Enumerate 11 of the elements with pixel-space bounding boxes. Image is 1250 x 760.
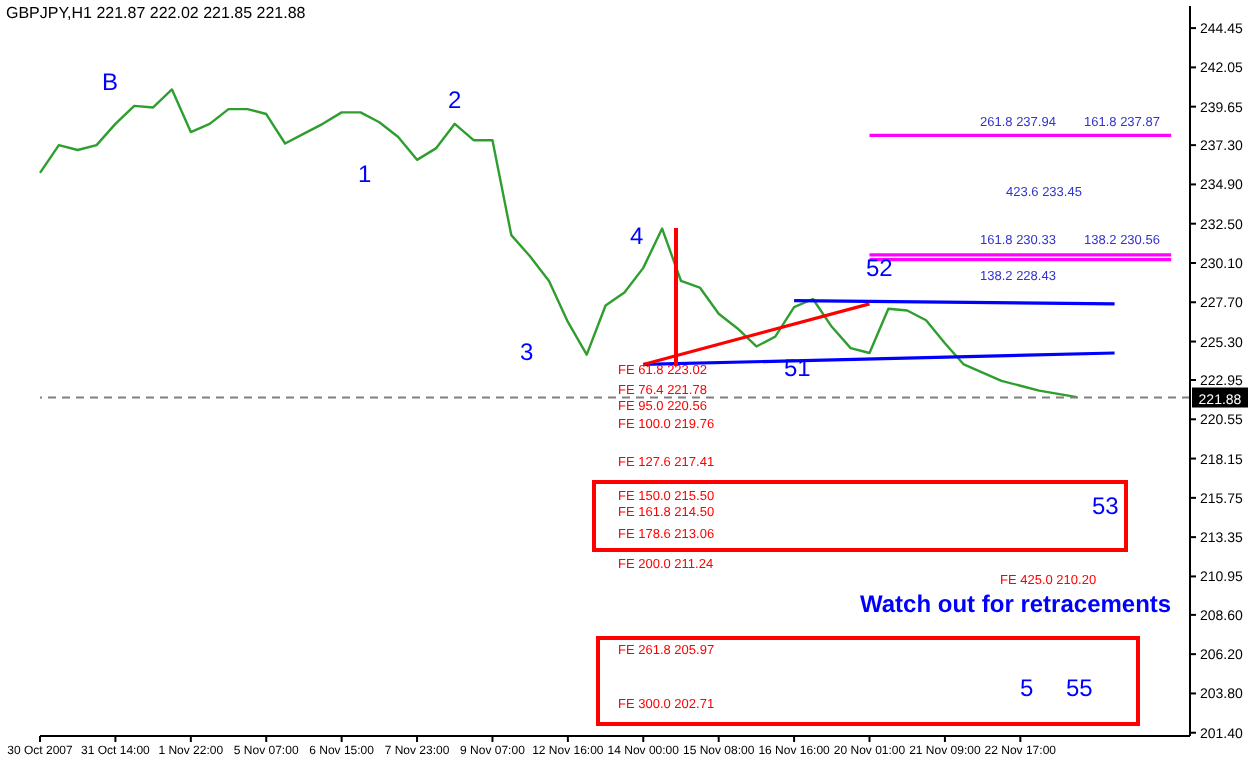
annotation: 3 — [520, 338, 534, 366]
annotation: 1 — [358, 160, 372, 188]
chart-title: GBPJPY,H1 221.87 222.02 221.85 221.88 — [6, 4, 306, 22]
annotation: B — [102, 68, 119, 96]
annotation: 4 — [630, 222, 644, 250]
annotation: 52 — [866, 254, 893, 282]
annotation: Watch out for retracements — [860, 590, 1172, 618]
annotation: 2 — [448, 86, 462, 114]
annotation: 55 — [1066, 674, 1093, 702]
annotation: 5 — [1020, 674, 1034, 702]
annotation: 53 — [1092, 492, 1119, 520]
